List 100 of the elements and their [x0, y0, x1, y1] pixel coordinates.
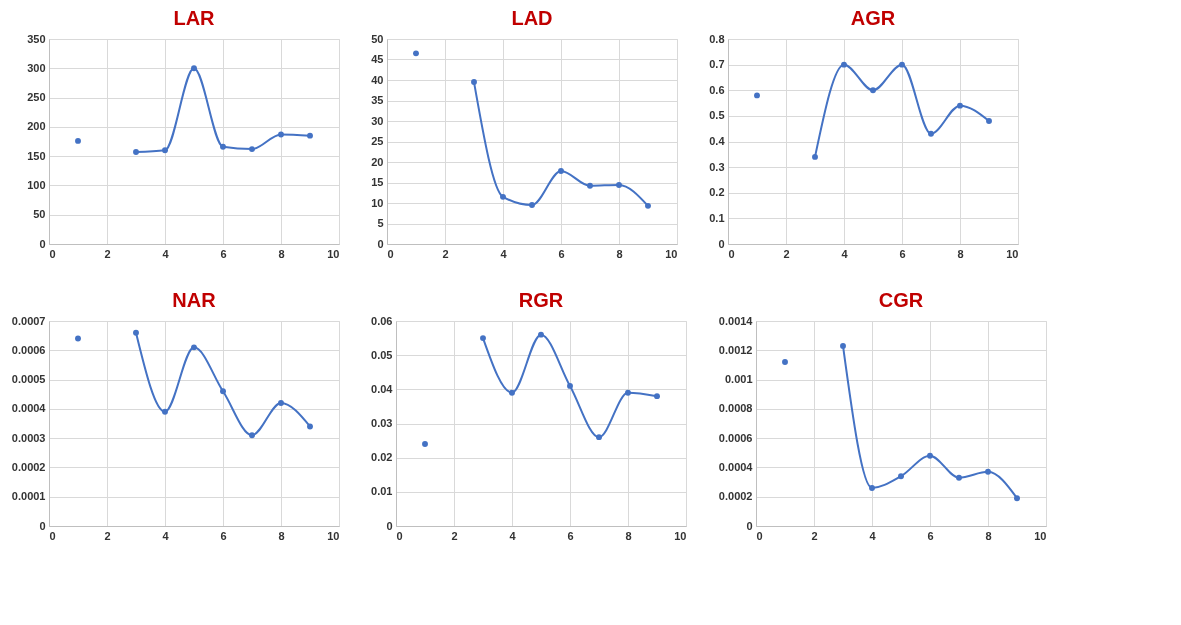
x-tick-label: 8 — [985, 529, 992, 542]
point — [754, 92, 760, 99]
y-tick-label: 350 — [27, 32, 46, 45]
point — [840, 342, 846, 349]
x-tick-label: 4 — [509, 529, 517, 542]
point — [841, 61, 847, 68]
point — [500, 193, 506, 200]
y-tick-label: 0.0002 — [11, 460, 46, 473]
y-tick-label: 0.5 — [709, 109, 725, 122]
x-tick-label: 6 — [899, 247, 906, 260]
point — [162, 408, 168, 415]
x-tick-label: 2 — [104, 529, 111, 542]
point — [422, 441, 428, 447]
y-tick-label: 0 — [746, 519, 753, 532]
point — [986, 118, 992, 124]
y-tick-label: 5 — [377, 217, 384, 229]
point — [480, 335, 486, 342]
y-tick-label: 50 — [371, 32, 384, 45]
y-tick-label: 100 — [27, 178, 46, 191]
x-tick-label: 10 — [1006, 247, 1019, 260]
point — [278, 131, 284, 138]
x-tick-label: 0 — [49, 247, 56, 260]
x-tick-label: 2 — [783, 247, 790, 260]
x-tick-label: 4 — [162, 529, 170, 542]
x-tick-label: 10 — [665, 247, 678, 260]
x-tick-label: 2 — [811, 529, 818, 542]
y-tick-label: 0.0005 — [11, 373, 46, 386]
y-tick-label: 0.6 — [709, 83, 725, 96]
point — [307, 423, 313, 430]
point — [899, 61, 905, 68]
point — [625, 389, 631, 396]
point — [567, 382, 573, 389]
point — [249, 146, 255, 153]
point — [596, 434, 602, 441]
x-tick-label: 0 — [49, 529, 56, 542]
point — [133, 149, 139, 155]
point — [985, 468, 991, 475]
y-tick-label: 0.8 — [709, 32, 725, 45]
y-tick-label: 0.06 — [371, 314, 393, 327]
y-tick-label: 40 — [371, 73, 384, 86]
point — [307, 132, 313, 139]
x-tick-label: 8 — [278, 247, 285, 260]
y-tick-label: 0.0008 — [718, 402, 753, 415]
x-tick-label: 6 — [567, 529, 574, 542]
point — [645, 202, 651, 209]
y-tick-label: 0.0006 — [718, 431, 753, 444]
x-tick-label: 8 — [957, 247, 964, 260]
point — [529, 202, 535, 208]
y-tick-label: 0.0002 — [718, 490, 753, 503]
y-tick-label: 35 — [371, 94, 384, 106]
point — [558, 168, 564, 174]
point — [191, 344, 197, 351]
y-tick-label: 15 — [371, 176, 384, 188]
point — [782, 359, 788, 365]
x-tick-label: 10 — [327, 247, 340, 260]
y-tick-label: 20 — [371, 155, 384, 168]
x-tick-label: 8 — [616, 247, 623, 260]
x-tick-label: 4 — [869, 529, 877, 542]
point — [538, 331, 544, 338]
y-tick-label: 50 — [33, 208, 46, 221]
x-tick-label: 8 — [625, 529, 632, 542]
chart-title: NAR — [172, 289, 217, 311]
y-tick-label: 0 — [39, 519, 46, 532]
y-tick-label: 300 — [27, 61, 46, 74]
x-tick-label: 2 — [442, 247, 449, 260]
y-tick-label: 200 — [27, 120, 46, 133]
point — [898, 473, 904, 480]
y-tick-label: 30 — [371, 114, 384, 127]
point — [75, 137, 81, 144]
y-tick-label: 0 — [377, 237, 384, 250]
point — [1014, 495, 1020, 502]
y-tick-label: 0.0004 — [718, 460, 754, 473]
x-tick-label: 8 — [278, 529, 285, 542]
y-tick-label: 0 — [718, 237, 725, 250]
y-tick-label: 0.0003 — [11, 431, 46, 444]
point — [927, 452, 933, 459]
y-tick-label: 0.04 — [371, 382, 394, 395]
x-tick-label: 2 — [451, 529, 458, 542]
chart-title: LAD — [511, 7, 553, 29]
x-tick-label: 10 — [1034, 529, 1047, 542]
point — [191, 65, 197, 72]
y-tick-label: 0 — [39, 237, 46, 250]
y-tick-label: 0.05 — [371, 348, 393, 361]
point — [509, 389, 515, 396]
y-tick-label: 0.01 — [371, 485, 393, 498]
y-tick-label: 150 — [27, 149, 46, 162]
y-tick-label: 0.4 — [709, 135, 726, 147]
point — [654, 393, 660, 400]
point — [870, 87, 876, 94]
point — [957, 102, 963, 109]
point — [928, 130, 934, 137]
x-tick-label: 6 — [220, 247, 227, 260]
y-tick-label: 25 — [371, 135, 384, 147]
point — [249, 432, 255, 439]
point — [956, 474, 962, 481]
y-tick-label: 0.2 — [709, 186, 725, 199]
chart-title: AGR — [850, 7, 896, 29]
x-tick-label: 2 — [104, 247, 111, 260]
y-tick-label: 0.001 — [724, 373, 753, 386]
y-tick-label: 0.02 — [371, 451, 393, 464]
